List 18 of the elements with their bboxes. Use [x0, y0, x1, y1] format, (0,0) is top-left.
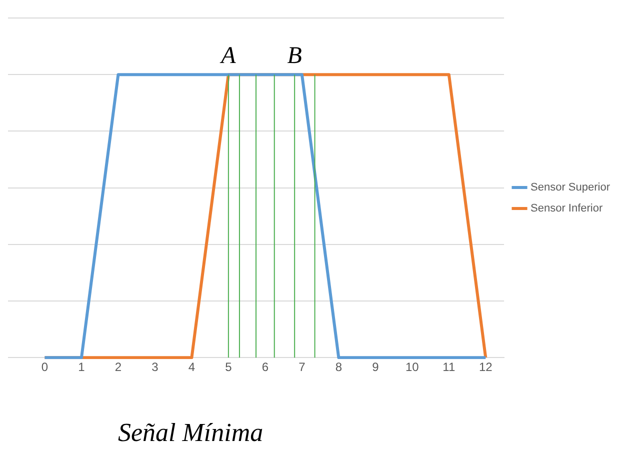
x-tick-label: 11 — [442, 360, 456, 374]
x-tick-label: 6 — [262, 360, 269, 374]
x-tick-label: 12 — [478, 360, 493, 374]
ref-line-label: A — [219, 42, 236, 69]
x-tick-label: 10 — [405, 360, 420, 374]
x-tick-label: 1 — [78, 360, 86, 374]
x-tick-label: 3 — [152, 360, 159, 374]
text: Señal Mínima — [118, 418, 264, 448]
x-tick-label: 5 — [225, 360, 232, 374]
legend-label: Sensor Inferior — [530, 202, 603, 215]
x-tick-label: 4 — [188, 360, 196, 374]
x-tick-label: 7 — [298, 360, 306, 374]
x-tick-label: 9 — [372, 360, 380, 374]
ref-line-label: B — [287, 42, 302, 69]
x-tick-label: 0 — [41, 360, 48, 374]
legend-label: Sensor Superior — [530, 182, 610, 194]
x-tick-label: 2 — [114, 360, 122, 374]
x-tick-label: 8 — [335, 360, 342, 374]
